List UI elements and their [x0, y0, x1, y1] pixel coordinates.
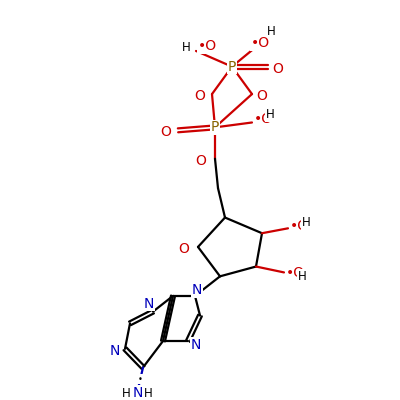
Text: O: O: [196, 154, 206, 168]
Text: •O: •O: [290, 219, 309, 233]
Text: H: H: [298, 270, 306, 283]
Text: •O: •O: [286, 266, 305, 280]
Text: O: O: [160, 125, 172, 139]
Text: O: O: [178, 242, 190, 256]
Text: O: O: [256, 89, 268, 103]
Text: N: N: [191, 338, 201, 352]
Text: •: •: [138, 375, 142, 384]
Text: O: O: [272, 62, 284, 76]
Text: P: P: [211, 120, 219, 134]
Text: •O: •O: [250, 36, 270, 50]
Text: N: N: [133, 386, 143, 400]
Text: H: H: [266, 108, 274, 121]
Text: N: N: [192, 283, 202, 297]
Text: N: N: [144, 297, 154, 311]
Text: N: N: [110, 344, 120, 358]
Text: H: H: [267, 25, 275, 38]
Text: P: P: [228, 60, 236, 74]
Text: H: H: [122, 388, 130, 400]
Text: H: H: [144, 388, 152, 400]
Text: H: H: [302, 216, 310, 229]
Text: •O: •O: [254, 112, 273, 126]
Text: H: H: [182, 40, 190, 54]
Text: •O: •O: [198, 39, 217, 53]
Text: O: O: [194, 89, 206, 103]
